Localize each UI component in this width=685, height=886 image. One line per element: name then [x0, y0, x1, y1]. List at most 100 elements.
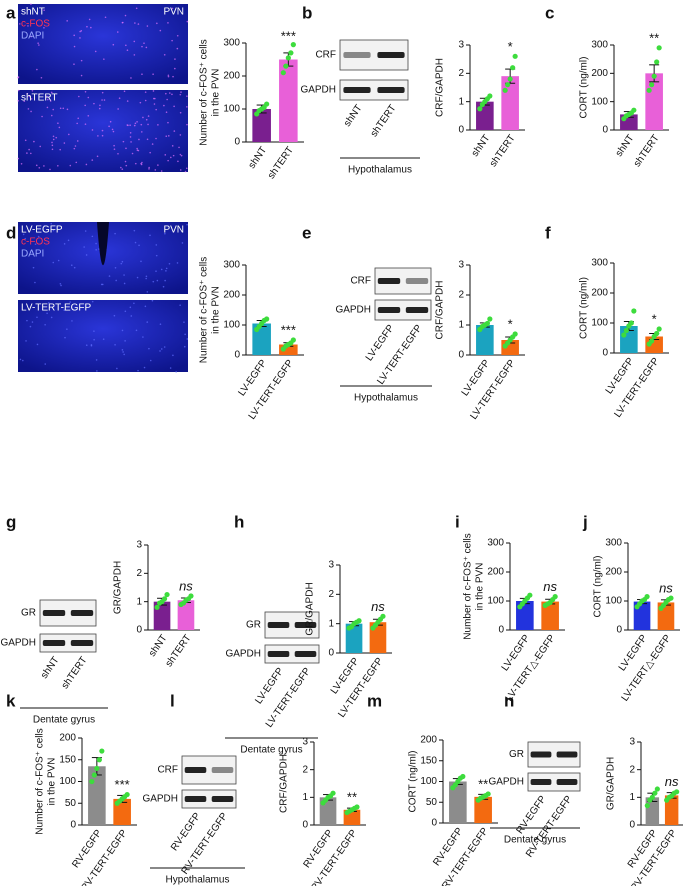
speckle — [25, 340, 27, 342]
speckle — [176, 34, 179, 37]
speckle — [154, 169, 157, 171]
speckle — [76, 140, 79, 142]
speckle — [59, 148, 61, 151]
blot-band — [294, 622, 317, 628]
x-tick-label: shNT — [247, 145, 270, 171]
speckle — [156, 22, 158, 25]
speckle — [73, 34, 76, 37]
speckle — [180, 91, 182, 93]
speckle — [134, 162, 137, 165]
speckle — [155, 270, 157, 272]
speckle — [85, 254, 88, 256]
image-title: shNT — [21, 7, 45, 18]
speckle — [144, 99, 147, 102]
y-tick-label: 3 — [328, 560, 334, 571]
speckle — [27, 108, 30, 110]
speckle — [175, 371, 177, 373]
speckle — [140, 131, 143, 133]
y-tick-label: 1 — [458, 320, 464, 331]
data-point — [164, 591, 170, 598]
data-point — [644, 803, 650, 809]
data-point — [477, 106, 483, 112]
speckle — [85, 163, 88, 166]
speckle — [149, 234, 151, 237]
speckle — [113, 314, 116, 317]
panel-letter: k — [6, 691, 16, 710]
speckle — [163, 54, 166, 56]
speckle — [159, 323, 162, 326]
speckle — [37, 235, 40, 238]
speckle — [176, 47, 179, 50]
lane-label: shNT — [342, 103, 365, 129]
speckle — [91, 300, 94, 303]
bar — [541, 601, 559, 630]
speckle — [179, 93, 182, 96]
speckle — [93, 338, 95, 341]
speckle — [140, 123, 143, 126]
speckle — [186, 123, 188, 126]
speckle — [139, 101, 142, 104]
speckle — [165, 267, 168, 270]
speckle — [38, 166, 41, 169]
speckle — [84, 90, 87, 93]
data-point — [264, 316, 270, 322]
speckle — [149, 359, 152, 362]
speckle — [146, 321, 149, 323]
data-point — [89, 778, 95, 785]
speckle — [171, 7, 174, 10]
speckle — [146, 138, 149, 141]
y-tick-label: 1 — [136, 596, 142, 607]
blot-band — [556, 751, 578, 758]
data-point — [631, 107, 637, 113]
y-tick-label: 200 — [420, 735, 437, 746]
y-tick-label: 1 — [458, 96, 464, 107]
speckle — [152, 90, 155, 92]
speckle — [130, 315, 133, 317]
speckle — [46, 95, 48, 98]
speckle — [121, 329, 124, 332]
speckle — [59, 107, 62, 110]
speckle — [113, 144, 115, 147]
speckle — [78, 95, 80, 98]
speckle — [129, 124, 131, 126]
y-tick-label: 3 — [629, 737, 635, 748]
speckle — [121, 349, 124, 351]
x-tick-label: shNT — [147, 633, 170, 659]
blot-band — [530, 779, 552, 785]
data-point — [512, 331, 518, 337]
speckle — [63, 309, 66, 311]
speckle — [37, 42, 39, 44]
blot-band — [294, 651, 317, 657]
speckle — [131, 152, 134, 155]
panel-letter: a — [6, 3, 16, 22]
speckle — [148, 166, 150, 169]
speckle — [134, 122, 137, 125]
speckle — [157, 164, 159, 166]
speckle — [17, 76, 20, 78]
speckle — [149, 151, 151, 154]
speckle — [172, 75, 174, 78]
significance: ns — [371, 599, 385, 614]
data-point — [631, 308, 637, 314]
speckle — [36, 68, 38, 71]
speckle — [133, 54, 136, 56]
speckle — [22, 233, 25, 236]
speckle — [19, 358, 22, 361]
panel-letter: b — [302, 3, 312, 22]
speckle — [40, 76, 43, 79]
speckle — [51, 144, 54, 147]
speckle — [83, 246, 85, 248]
speckle — [122, 21, 124, 24]
y-tick-label: 0 — [458, 125, 464, 136]
blot-row-label: GAPDH — [0, 638, 36, 649]
speckle — [52, 138, 55, 141]
data-point — [527, 592, 533, 598]
x-tick-label: shTERT — [632, 133, 662, 169]
y-tick-label: 0 — [616, 625, 622, 636]
significance: *** — [115, 777, 130, 792]
y-tick-label: 0 — [234, 137, 240, 148]
y-tick-label: 0 — [458, 350, 464, 361]
panel-letter: d — [6, 223, 16, 242]
image-title: shTERT — [21, 93, 58, 104]
blot-row-label: CRF — [157, 765, 178, 776]
